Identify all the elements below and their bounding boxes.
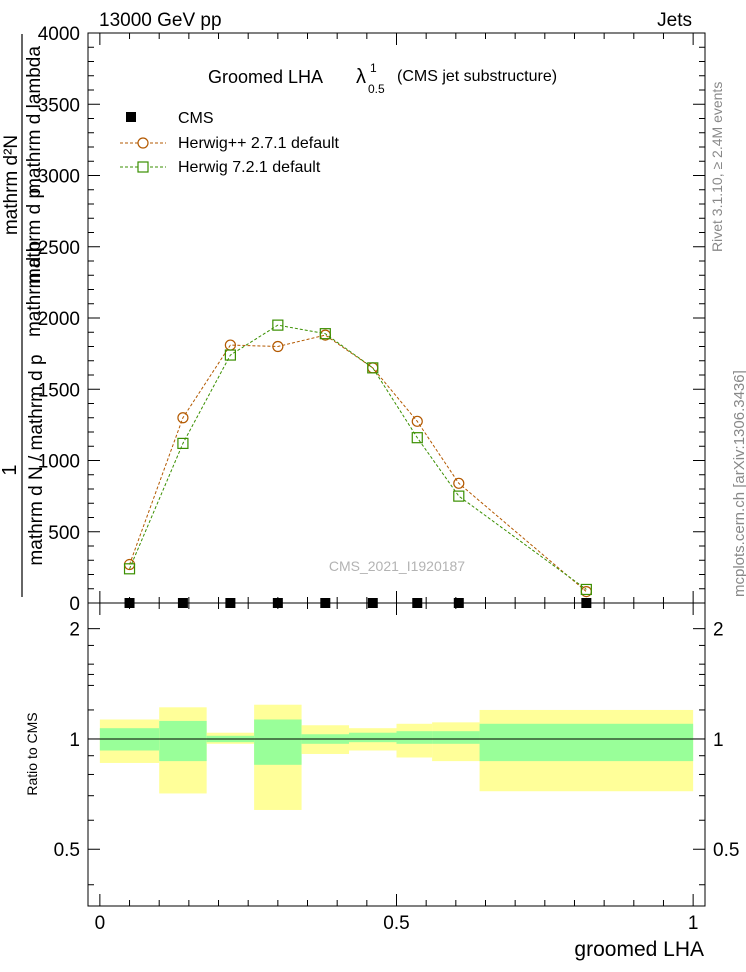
main-y-axis-label: 1 mathrm d²N mathrm d N / mathrm d p mat… xyxy=(0,34,47,597)
legend-cms-marker xyxy=(126,112,136,122)
mcplots-label: mcplots.cern.ch [arXiv:1306.3436] xyxy=(731,370,746,597)
legend: CMS Herwig++ 2.7.1 default Herwig 7.2.1 … xyxy=(120,110,340,176)
herwigpp-data-point xyxy=(177,412,189,424)
plot-title-sub: 0.5 xyxy=(368,82,385,96)
rivet-label: Rivet 3.1.10, ≥ 2.4M events xyxy=(709,82,725,252)
ratio-xtick-label: 0 xyxy=(95,913,106,934)
ratio-y-axis-label: Ratio to CMS xyxy=(24,712,40,795)
ratio-ytick-label: 1 xyxy=(69,730,80,751)
ylabel-numerator-extra: mathrm d p xyxy=(24,188,45,284)
plot-title-sup: 1 xyxy=(370,61,377,75)
series-line-2 xyxy=(129,324,587,590)
plot-title: Groomed LHA xyxy=(208,67,323,87)
plot-title-symbol: λ xyxy=(356,66,366,88)
main-y-axis: 0 500 1000 1500 2000 2500 3000 3500 4000 xyxy=(38,24,705,615)
main-x-ticks xyxy=(99,33,694,603)
watermark: CMS_2021_I1920187 xyxy=(329,558,465,574)
main-ytick-label: 1000 xyxy=(38,452,80,473)
ratio-ytick-label-right: 1 xyxy=(713,730,724,751)
herwig7-data-point xyxy=(123,563,136,575)
legend-herwig7-label: Herwig 7.2.1 default xyxy=(178,159,321,176)
herwig7-data-point xyxy=(453,490,465,502)
ratio-bands-layer xyxy=(99,704,694,810)
main-ytick-label: 3000 xyxy=(38,167,80,188)
ylabel-one: 1 xyxy=(0,464,21,475)
plot-subtitle: (CMS jet substructure) xyxy=(397,68,557,85)
series-line-1 xyxy=(129,334,587,592)
main-plot-panel: 0 500 1000 1500 2000 2500 3000 3500 4000 Groomed… xyxy=(0,24,706,615)
herwig7-data-point xyxy=(272,319,284,331)
header-right: Jets xyxy=(657,10,692,31)
ratio-xtick-label: 1 xyxy=(688,913,699,934)
ratio-x-axis: 0 0.5 1 xyxy=(95,603,699,934)
ratio-inner-band xyxy=(349,732,397,743)
main-ytick-label: 500 xyxy=(48,523,80,544)
ylabel-numerator: mathrm d²N xyxy=(1,135,22,235)
legend-herwig7-marker xyxy=(137,161,149,173)
ratio-ytick-label-right: 2 xyxy=(713,620,724,641)
herwigpp-data-point xyxy=(453,477,465,489)
ratio-ytick-label: 2 xyxy=(69,620,80,641)
herwigpp-data-point xyxy=(411,415,423,427)
ratio-inner-band xyxy=(432,731,480,744)
herwig7-data-point xyxy=(411,432,423,444)
ylabel-denominator: mathrm d N / mathrm d p xyxy=(26,354,47,565)
herwig7-data-point xyxy=(580,583,592,596)
legend-herwigpp-marker xyxy=(137,137,149,149)
herwig7-data-point xyxy=(224,349,236,361)
ratio-inner-band xyxy=(254,719,302,765)
main-ytick-label: 2000 xyxy=(38,309,80,330)
ratio-ytick-label-right: 0.5 xyxy=(713,840,739,861)
ratio-y-axis: 0.5 0.5 1 1 2 2 xyxy=(54,620,739,886)
ratio-ytick-label: 0.5 xyxy=(54,840,80,861)
herwigpp-data-point xyxy=(580,585,592,598)
ratio-inner-band xyxy=(159,720,207,762)
main-ytick-label: 0 xyxy=(69,594,80,615)
main-ytick-label: 3500 xyxy=(38,95,80,116)
main-ytick-label: 1500 xyxy=(38,380,80,401)
ratio-inner-band xyxy=(396,731,433,744)
main-ytick-label: 2500 xyxy=(38,238,80,259)
ylabel-denominator2: mathrm d p xyxy=(24,241,45,337)
herwig7-data-point xyxy=(177,437,189,449)
herwig7-data-point xyxy=(319,328,331,340)
ratio-plot-panel: 0.5 0.51 12 2 0 0.5 1 Ratio to CMS groomed LH… xyxy=(24,602,739,961)
header-left: 13000 GeV pp xyxy=(99,10,222,31)
ylabel-denominator3: mathrm d lambda xyxy=(24,46,45,194)
x-axis-label: groomed LHA xyxy=(574,938,704,961)
legend-herwigpp-label: Herwig++ 2.7.1 default xyxy=(178,135,340,152)
ratio-inner-band xyxy=(479,723,694,762)
legend-cms-label: CMS xyxy=(178,110,214,127)
main-ytick-label: 4000 xyxy=(38,24,80,45)
herwigpp-data-point xyxy=(272,340,284,353)
herwig7-data-point xyxy=(367,362,379,374)
ratio-xtick-label: 0.5 xyxy=(383,913,409,934)
